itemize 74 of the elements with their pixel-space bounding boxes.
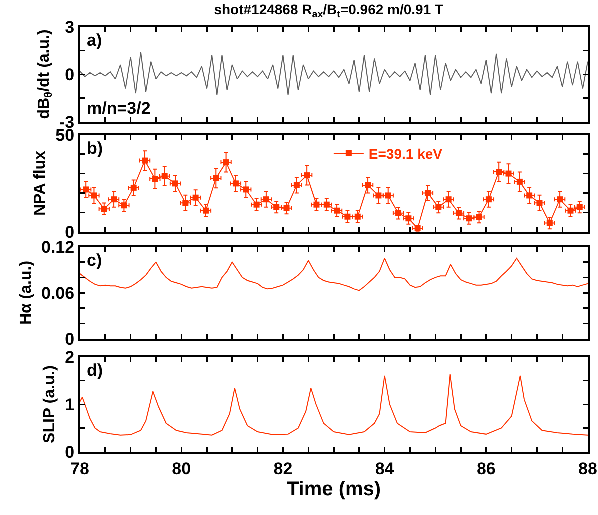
annotation: c) xyxy=(87,251,102,270)
legend-label: E=39.1 keV xyxy=(368,146,444,162)
point xyxy=(101,206,108,212)
point xyxy=(274,204,280,210)
point xyxy=(142,158,148,164)
annotation: b) xyxy=(87,139,104,158)
x-tick-label: 78 xyxy=(70,459,90,478)
point xyxy=(232,180,239,187)
point xyxy=(83,186,90,193)
point xyxy=(406,216,412,222)
point xyxy=(130,184,137,191)
y-axis-title: Hα (a.u.) xyxy=(18,260,35,326)
point xyxy=(354,214,361,220)
point xyxy=(202,208,209,214)
point xyxy=(376,192,382,199)
point xyxy=(162,173,168,180)
x-tick-label: 88 xyxy=(578,459,598,478)
point xyxy=(111,196,118,203)
point xyxy=(284,205,290,212)
point xyxy=(254,202,260,208)
point xyxy=(496,169,502,176)
x-tick-label: 84 xyxy=(375,459,395,478)
point xyxy=(557,196,564,203)
point xyxy=(365,182,372,188)
point xyxy=(213,175,220,182)
point xyxy=(263,196,270,203)
point xyxy=(91,192,98,199)
chart-title: shot#124868 R$_{ax}$/B$_{t}$=0.962 m/0.91 T xyxy=(214,1,444,20)
point xyxy=(334,208,340,214)
point xyxy=(536,200,543,206)
point xyxy=(526,192,533,199)
y-tick-label: 2 xyxy=(65,348,75,367)
y-tick-label: 0.06 xyxy=(42,284,75,303)
point xyxy=(486,196,492,203)
y-axis-title: SLIP (a.u.) xyxy=(42,366,59,444)
point xyxy=(385,192,392,199)
point xyxy=(294,182,300,188)
point xyxy=(152,176,158,182)
point xyxy=(243,186,250,193)
y-axis-title: NPA flux xyxy=(32,150,50,216)
point xyxy=(506,170,512,177)
y-tick-label: 3 xyxy=(65,18,75,37)
point xyxy=(516,178,523,185)
annotation: a) xyxy=(87,31,102,50)
y-tick-label: 1 xyxy=(65,395,75,414)
point xyxy=(576,204,583,210)
point xyxy=(344,214,351,220)
point xyxy=(396,210,402,216)
point xyxy=(476,214,482,220)
point xyxy=(466,216,472,222)
point xyxy=(546,220,553,226)
y-tick-label: 0 xyxy=(65,65,75,84)
point xyxy=(424,190,431,196)
annotation: d) xyxy=(87,361,104,380)
point xyxy=(436,204,442,210)
point xyxy=(568,208,574,214)
point xyxy=(314,202,320,208)
point xyxy=(223,160,230,166)
point xyxy=(446,196,452,203)
point xyxy=(324,202,330,208)
point xyxy=(172,180,178,187)
point xyxy=(192,194,199,201)
point xyxy=(456,210,462,216)
line-series xyxy=(80,52,588,96)
y-tick-label: 0 xyxy=(65,330,75,349)
point xyxy=(182,200,189,206)
x-tick-label: 86 xyxy=(476,459,496,478)
y-tick-label: 0 xyxy=(65,442,75,462)
x-tick-label: 80 xyxy=(172,459,192,478)
x-axis-title: Time (ms) xyxy=(286,478,382,500)
x-tick-label: 82 xyxy=(274,459,293,478)
point xyxy=(304,172,310,179)
annotation: m/n=3/2 xyxy=(87,99,151,118)
point xyxy=(121,202,128,209)
